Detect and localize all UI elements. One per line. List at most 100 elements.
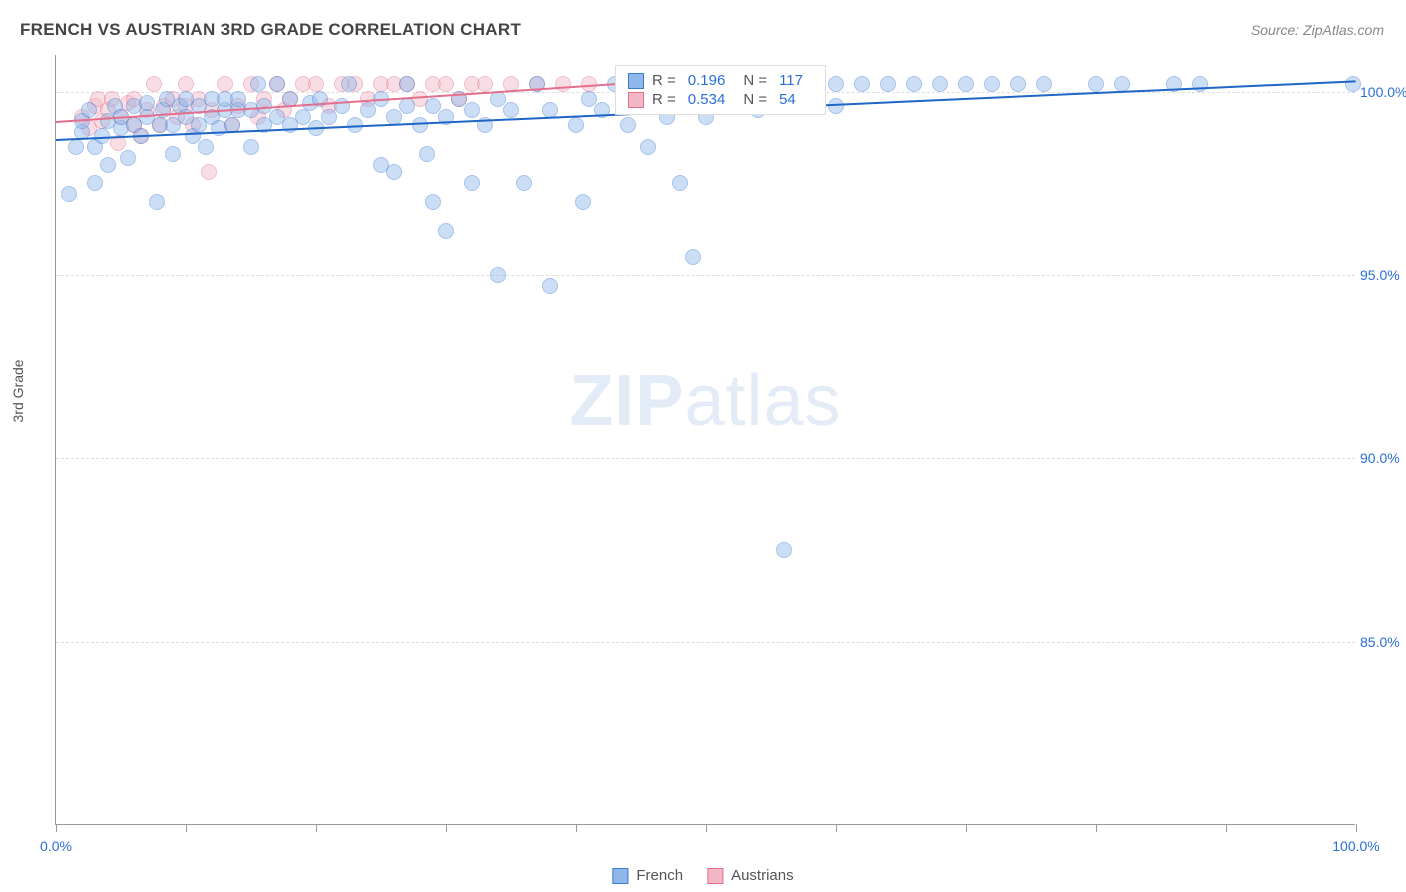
y-tick-label: 100.0% [1360, 84, 1406, 100]
stats-legend-row: R = 0.196 N = 117 [628, 72, 813, 89]
legend-label: Austrians [731, 867, 794, 884]
scatter-point [542, 278, 558, 294]
scatter-point [776, 542, 792, 558]
legend-swatch [628, 73, 644, 89]
n-value: 54 [779, 91, 796, 108]
scatter-point [250, 76, 266, 92]
scatter-point [958, 76, 974, 92]
x-tick [1096, 824, 1097, 832]
scatter-point [425, 194, 441, 210]
gridline [56, 275, 1355, 276]
scatter-point [100, 157, 116, 173]
scatter-point [490, 267, 506, 283]
scatter-point [438, 76, 454, 92]
r-label: R = [652, 72, 676, 89]
scatter-point [1192, 76, 1208, 92]
scatter-point [503, 102, 519, 118]
scatter-point [1036, 76, 1052, 92]
y-tick-label: 95.0% [1360, 267, 1406, 283]
legend-swatch [707, 868, 723, 884]
scatter-point [360, 102, 376, 118]
x-tick [836, 824, 837, 832]
scatter-point [269, 76, 285, 92]
scatter-point [464, 102, 480, 118]
scatter-point [477, 76, 493, 92]
n-value: 117 [779, 72, 803, 89]
scatter-point [243, 139, 259, 155]
scatter-point [828, 76, 844, 92]
n-label: N = [743, 91, 767, 108]
x-tick [1226, 824, 1227, 832]
x-tick [186, 824, 187, 832]
scatter-point [321, 109, 337, 125]
scatter-point [984, 76, 1000, 92]
x-tick [966, 824, 967, 832]
scatter-point [880, 76, 896, 92]
scatter-point [386, 164, 402, 180]
scatter-point [685, 249, 701, 265]
scatter-point [399, 76, 415, 92]
legend-swatch [628, 92, 644, 108]
watermark: ZIPatlas [569, 360, 841, 442]
legend-item: French [612, 867, 683, 884]
n-label: N = [743, 72, 767, 89]
scatter-point [1010, 76, 1026, 92]
scatter-point [165, 146, 181, 162]
scatter-point [178, 76, 194, 92]
scatter-point [932, 76, 948, 92]
scatter-point [201, 164, 217, 180]
scatter-point [149, 194, 165, 210]
scatter-point [828, 98, 844, 114]
x-tick-label: 0.0% [40, 838, 72, 854]
scatter-point [568, 117, 584, 133]
scatter-point [81, 102, 97, 118]
chart-title: FRENCH VS AUSTRIAN 3RD GRADE CORRELATION… [20, 20, 521, 40]
x-tick [706, 824, 707, 832]
scatter-point [341, 76, 357, 92]
x-tick [446, 824, 447, 832]
scatter-point [555, 76, 571, 92]
stats-legend: R = 0.196 N = 117 R = 0.534 N = 54 [615, 65, 826, 115]
scatter-point [1088, 76, 1104, 92]
scatter-point [575, 194, 591, 210]
source-attribution: Source: ZipAtlas.com [1251, 22, 1384, 38]
legend-swatch [612, 868, 628, 884]
x-tick [1356, 824, 1357, 832]
r-value: 0.534 [688, 91, 726, 108]
y-tick-label: 90.0% [1360, 450, 1406, 466]
stats-legend-row: R = 0.534 N = 54 [628, 91, 813, 108]
scatter-point [672, 175, 688, 191]
scatter-point [516, 175, 532, 191]
gridline [56, 642, 1355, 643]
scatter-point [198, 139, 214, 155]
bottom-legend: French Austrians [612, 867, 793, 884]
scatter-point [399, 98, 415, 114]
scatter-point [61, 186, 77, 202]
gridline [56, 458, 1355, 459]
legend-label: French [636, 867, 683, 884]
scatter-point [464, 175, 480, 191]
scatter-point [139, 95, 155, 111]
scatter-point [308, 76, 324, 92]
x-tick [316, 824, 317, 832]
scatter-point [120, 150, 136, 166]
scatter-point [438, 223, 454, 239]
scatter-point [620, 117, 636, 133]
scatter-point [87, 175, 103, 191]
r-value: 0.196 [688, 72, 726, 89]
scatter-point [146, 76, 162, 92]
y-tick-label: 85.0% [1360, 634, 1406, 650]
legend-item: Austrians [707, 867, 794, 884]
scatter-point [68, 139, 84, 155]
r-label: R = [652, 91, 676, 108]
x-tick-label: 100.0% [1332, 838, 1379, 854]
scatter-point [640, 139, 656, 155]
x-tick [576, 824, 577, 832]
plot-area: 85.0%90.0%95.0%100.0%0.0%100.0%ZIPatlasR… [55, 55, 1355, 825]
scatter-point [419, 146, 435, 162]
scatter-point [217, 76, 233, 92]
scatter-point [906, 76, 922, 92]
scatter-point [854, 76, 870, 92]
scatter-point [1345, 76, 1361, 92]
x-tick [56, 824, 57, 832]
